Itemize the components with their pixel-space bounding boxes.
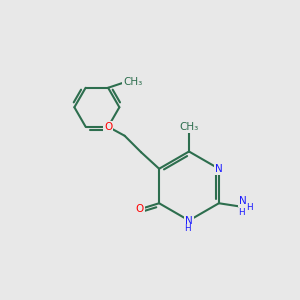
Text: H: H bbox=[238, 208, 245, 217]
Text: H: H bbox=[184, 224, 191, 233]
Text: H: H bbox=[247, 203, 253, 212]
Text: CH₃: CH₃ bbox=[123, 77, 142, 87]
Text: CH₃: CH₃ bbox=[179, 122, 199, 132]
Text: N: N bbox=[185, 215, 193, 226]
Text: N: N bbox=[215, 164, 223, 174]
Text: O: O bbox=[104, 122, 112, 132]
Text: N: N bbox=[239, 196, 247, 206]
Text: O: O bbox=[136, 204, 144, 214]
